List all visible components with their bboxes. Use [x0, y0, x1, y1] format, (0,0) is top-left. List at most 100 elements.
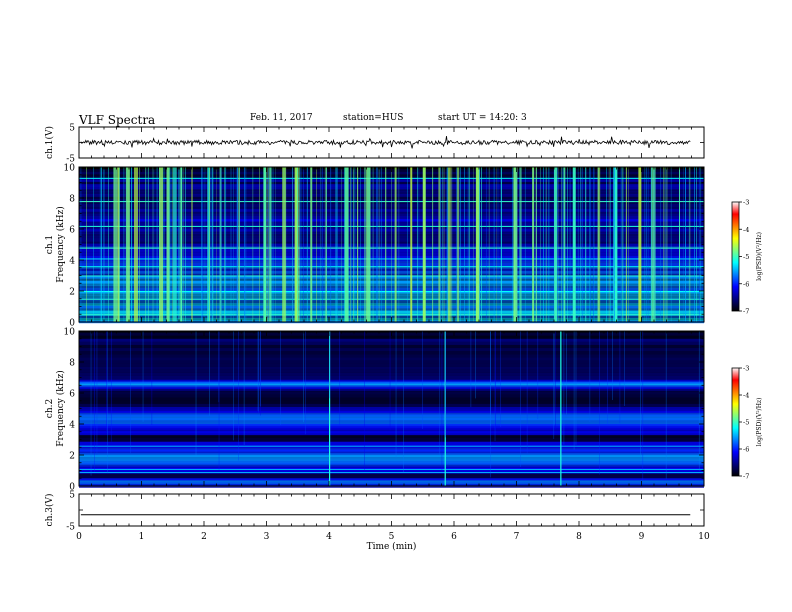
ch1-burst [394, 167, 397, 322]
ch1-spectrogram-marks [79, 167, 704, 324]
ch1-streak [585, 167, 586, 322]
ch2-band-row [79, 485, 704, 488]
ch1-burst [572, 167, 576, 322]
ch2-band-row [79, 453, 704, 456]
ch2-streak [259, 331, 261, 407]
ch1-streak [621, 167, 623, 322]
ch1-streak [645, 167, 647, 322]
ch1-band-row [79, 285, 704, 289]
ch2-streak [490, 331, 491, 426]
ch1-streak [360, 167, 361, 322]
ch2-spectrogram-marks [79, 331, 704, 488]
ch1-streak [469, 167, 470, 322]
ch1-streak [284, 167, 286, 322]
ch1-streak [86, 167, 87, 322]
ch1-streak [138, 167, 140, 322]
ch2-streak [94, 331, 95, 472]
ch1-tone-line [79, 266, 704, 268]
ch2-background-row [79, 360, 704, 364]
ch1-streak [567, 167, 568, 322]
ch1-streak [330, 167, 332, 322]
ch1-streak [481, 167, 482, 322]
ch2-streak [642, 331, 644, 481]
ch1-streak [237, 167, 238, 322]
ch1-burst [532, 167, 535, 322]
ch1-streak [357, 167, 359, 322]
ch1-streak [153, 167, 155, 322]
ch1-streak [201, 167, 202, 322]
ch2-background-row [79, 363, 704, 367]
ch1-burst [134, 167, 138, 322]
ch2-streak [495, 331, 496, 431]
ch1-streak [376, 167, 378, 322]
ch1-streak [118, 167, 120, 322]
ch2-streak [475, 331, 476, 399]
ch1-streak [469, 167, 470, 322]
ch1-burst [410, 167, 413, 322]
ch1-streak [322, 167, 323, 322]
ch1-burst [597, 167, 600, 322]
ch2-band-row [79, 460, 704, 463]
ch1-band-row [79, 258, 704, 262]
ch2-background-row [79, 338, 704, 342]
ch1-streak [215, 167, 217, 322]
ch1-burst [513, 167, 518, 322]
ch1-waveform-trace [80, 135, 691, 149]
ch1-streak [204, 167, 206, 322]
ch2-background-row [79, 394, 704, 398]
ch2-background-row [79, 354, 704, 358]
ch1-band-row [79, 236, 704, 239]
ch1-streak [299, 167, 300, 322]
ch1-streak [418, 167, 420, 322]
colorbar-tick-label: -6 [743, 280, 749, 288]
ch1-band-row [79, 275, 704, 279]
ch1-streak [126, 167, 127, 322]
ch1-streak [660, 167, 662, 322]
ch1-streak [220, 167, 222, 322]
ch1-streak [446, 167, 448, 322]
ch1-streak [181, 167, 183, 322]
ch1-streak [353, 167, 354, 322]
ch2-streak [553, 331, 555, 439]
ch2-streak [106, 331, 107, 431]
ch1-streak [335, 167, 337, 322]
ch1-streak [296, 167, 297, 322]
ch1-streak [497, 167, 499, 322]
x-tick-label: 6 [451, 532, 457, 542]
ch1-streak [464, 167, 465, 322]
ch1-streak [479, 167, 481, 322]
ch1-streak [613, 167, 615, 322]
ch1-band-row [79, 201, 704, 205]
y-tick-label: 2 [69, 452, 75, 462]
ch1-streak [211, 167, 213, 322]
ch1-streak [324, 167, 326, 322]
ch1-band-row [79, 263, 704, 267]
ch1-streak [451, 167, 453, 322]
ch1-streak [557, 167, 559, 322]
ch1-streak [169, 167, 171, 322]
ch1-streak [372, 167, 374, 322]
ch2-streak [238, 331, 239, 461]
ch1-streak [113, 167, 115, 322]
ch1-streak [336, 167, 338, 322]
ch1-streak [391, 167, 392, 322]
ch2-streak [130, 331, 131, 454]
ch1-streak [613, 167, 615, 322]
ch1-band-row [79, 208, 704, 212]
ch1-streak [378, 167, 380, 322]
ch2-streak [441, 331, 443, 472]
ch2-background-row [79, 391, 704, 395]
ch2-background-row [79, 348, 704, 352]
ch1-band-row [79, 303, 704, 306]
ch1-band-row [79, 171, 704, 175]
ch1-streak [545, 167, 547, 322]
ch1-streak [239, 167, 240, 322]
ch1-streak [467, 167, 469, 322]
ch1-streak [376, 167, 377, 322]
ch2-streak [553, 331, 555, 425]
ch2-band-row [79, 381, 704, 384]
ch2-streak [364, 331, 365, 472]
ch1-band-row [79, 243, 704, 247]
ch1-streak [225, 167, 227, 322]
ch1-streak [292, 167, 294, 322]
